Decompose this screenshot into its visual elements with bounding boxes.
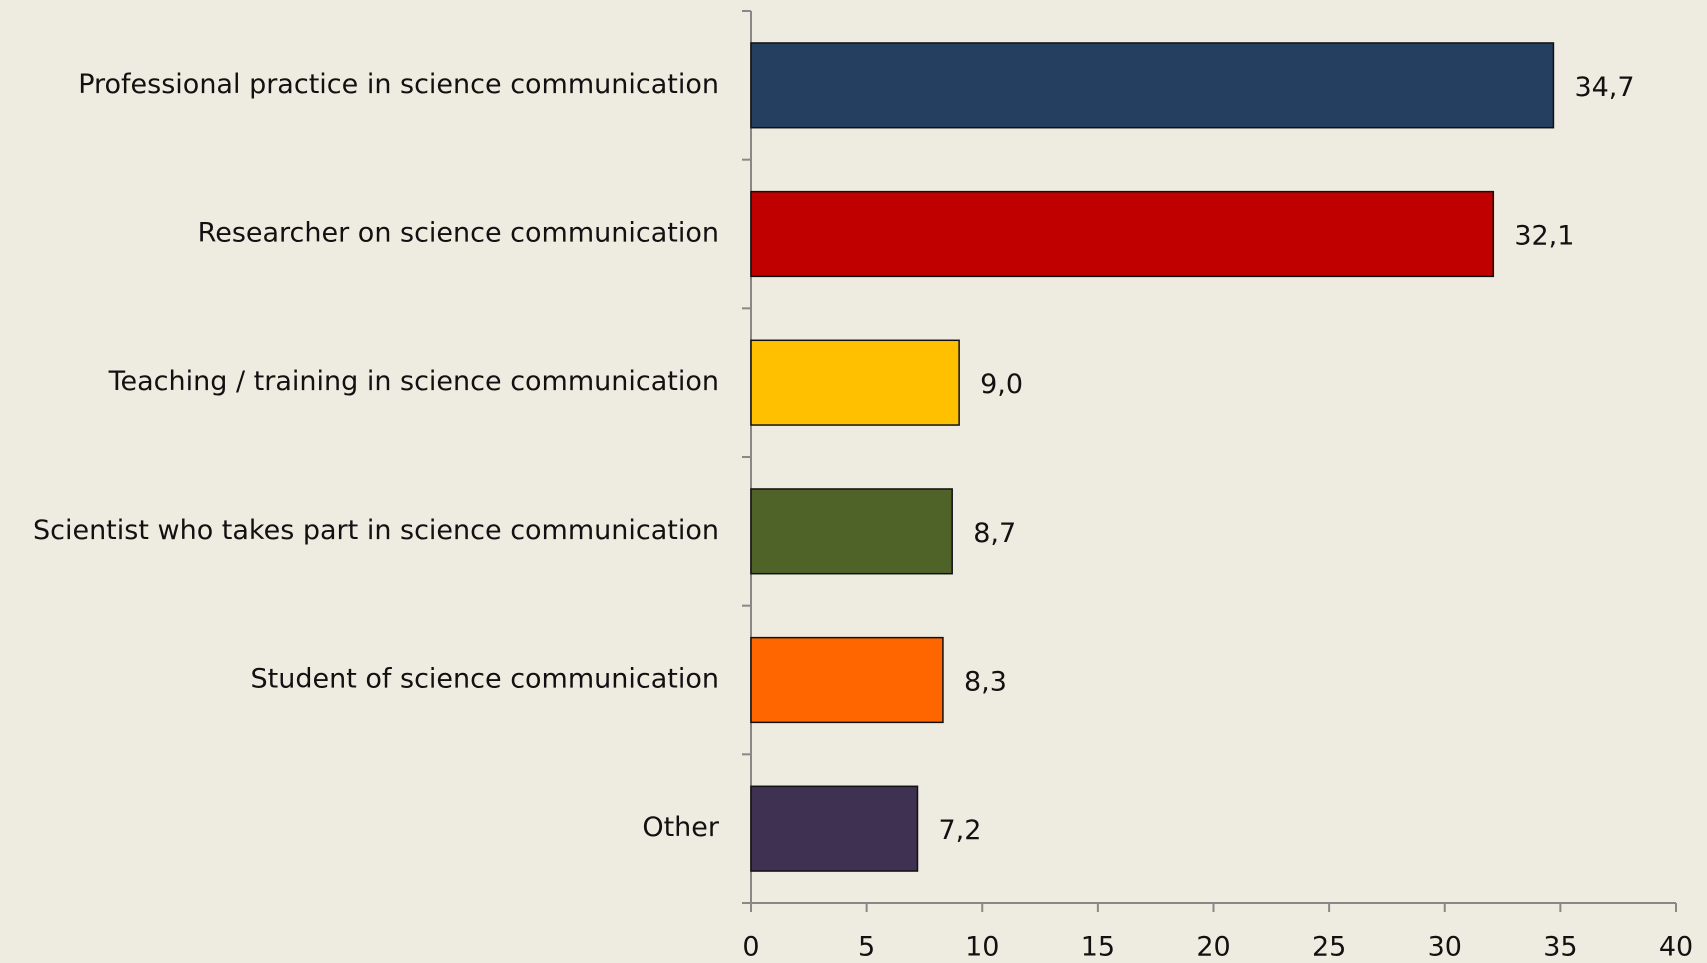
x-tick-label: 35	[1543, 932, 1577, 963]
bar	[750, 785, 919, 872]
data-label: 32,1	[1514, 221, 1574, 252]
x-tick-label: 5	[858, 932, 875, 963]
y-tick-label: Professional practice in science communi…	[78, 69, 719, 100]
bar	[750, 636, 944, 724]
data-label: 7,2	[939, 815, 982, 846]
bar	[750, 339, 960, 426]
data-label: 34,7	[1574, 72, 1634, 103]
data-label: 9,0	[980, 369, 1023, 400]
x-tick-label: 40	[1659, 932, 1693, 963]
bar	[750, 488, 953, 575]
x-tick-label: 15	[1081, 932, 1115, 963]
y-tick-label: Other	[642, 812, 720, 843]
data-label: 8,7	[973, 518, 1016, 549]
y-tick-label: Student of science communication	[251, 664, 719, 695]
x-tick-label: 10	[965, 932, 999, 963]
bar	[750, 190, 1495, 278]
x-tick-label: 0	[742, 932, 759, 963]
y-tick-label: Teaching / training in science communica…	[108, 366, 719, 397]
y-tick-label: Researcher on science communication	[198, 218, 719, 249]
bar	[750, 42, 1555, 129]
x-tick-label: 30	[1428, 932, 1462, 963]
y-tick-label: Scientist who takes part in science comm…	[33, 515, 719, 546]
x-tick-label: 25	[1312, 932, 1346, 963]
x-tick-label: 20	[1196, 932, 1230, 963]
data-label: 8,3	[964, 667, 1007, 698]
